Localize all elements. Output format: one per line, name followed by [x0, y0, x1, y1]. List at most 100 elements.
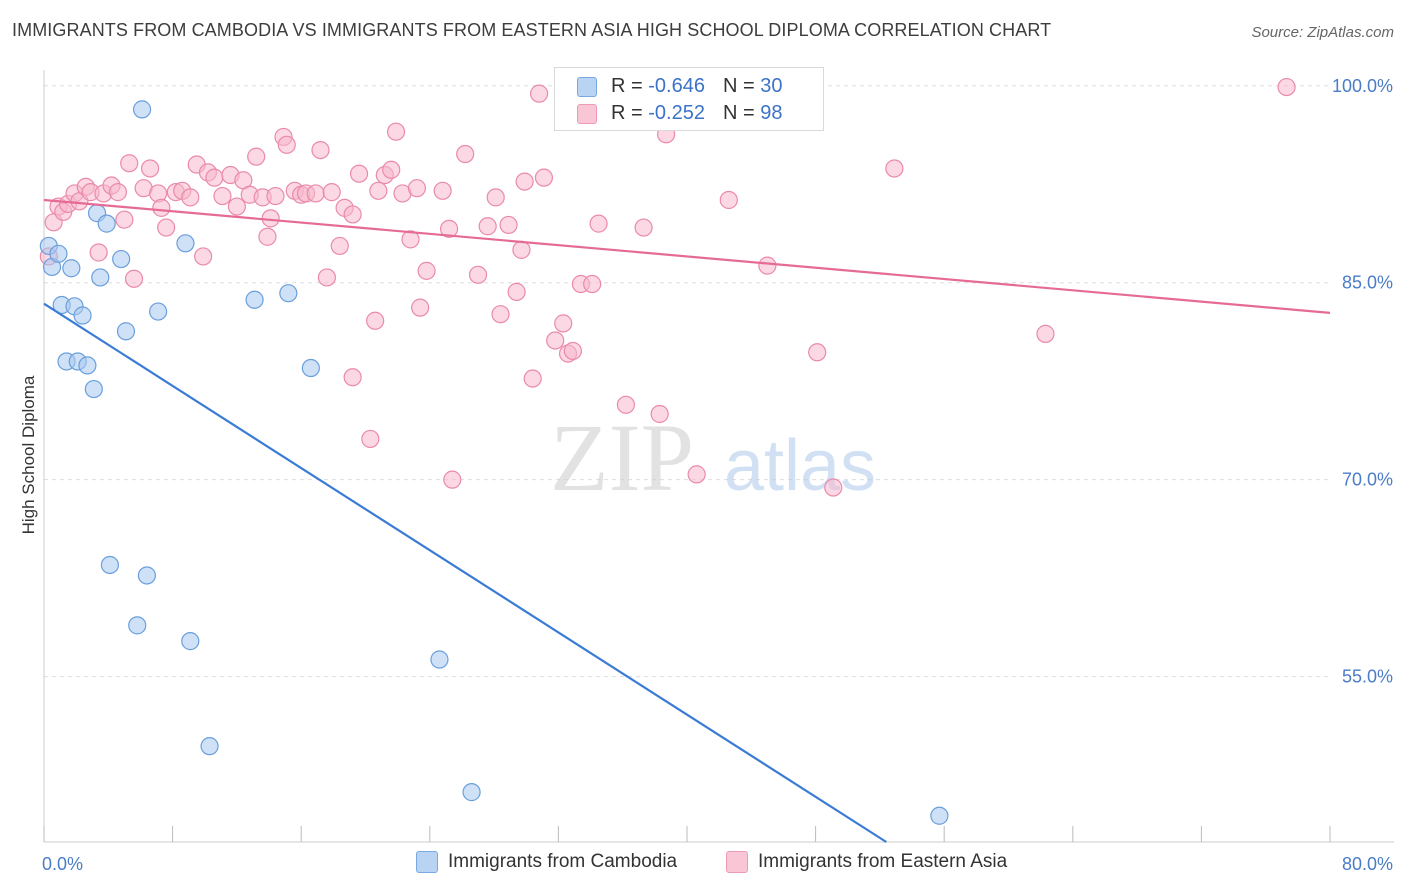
eastasia-point-35: [258, 227, 277, 246]
eastasia-point-65: [443, 470, 462, 489]
trendline-cambodia: [43, 302, 887, 843]
y-tick-label-1: 70.0%: [1342, 470, 1393, 490]
legend-r-label: R =: [611, 102, 643, 124]
eastasia-point-84: [589, 214, 608, 233]
eastasia-point-19: [152, 198, 171, 217]
legend-row-cambodia: R = -0.646 N = 30: [577, 75, 782, 99]
eastasia-point-69: [486, 188, 505, 207]
legend-r-value-eastasia: -0.252: [648, 102, 705, 124]
x-tick-label-1: 80.0%: [1342, 854, 1393, 874]
eastasia-point-70: [491, 305, 510, 324]
chart-title: IMMIGRANTS FROM CAMBODIA VS IMMIGRANTS F…: [12, 20, 1052, 40]
cambodia-point-19: [137, 566, 156, 585]
eastasia-point-66: [456, 144, 475, 164]
legend-r-value-cambodia: -0.646: [648, 75, 705, 97]
eastasia-point-74: [515, 172, 534, 191]
eastasia-point-93: [808, 343, 827, 362]
eastasia-point-85: [616, 395, 636, 414]
cambodia-point-21: [176, 234, 195, 253]
eastasia-point-97: [1277, 77, 1296, 97]
eastasia-point-15: [124, 269, 144, 288]
x-tick-labels: 0.0% 80.0%: [42, 854, 1393, 874]
legend-swatch-eastasia: [577, 103, 597, 124]
cambodia-point-26: [301, 358, 320, 378]
eastasia-point-46: [322, 183, 341, 202]
zipatlas-watermark: ZIP atlas: [550, 404, 876, 511]
cambodia-point-24: [245, 290, 264, 309]
eastasia-point-87: [650, 404, 669, 424]
eastasia-point-94: [824, 478, 843, 497]
cambodia-point-29: [930, 806, 949, 825]
eastasia-point-76: [530, 84, 549, 103]
cambodia-point-10: [84, 379, 103, 399]
legend-r-label: R =: [611, 75, 643, 97]
y-tick-label-0: 55.0%: [1342, 667, 1393, 687]
cambodia-point-18: [132, 100, 152, 119]
watermark-atlas: atlas: [724, 426, 876, 506]
legend-n-label: N =: [722, 75, 755, 97]
legend-item-eastasia: Immigrants from Eastern Asia: [726, 851, 1007, 873]
eastasia-point-79: [554, 314, 573, 333]
eastasia-point-9: [89, 243, 108, 262]
legend-item-cambodia: Immigrants from Cambodia: [416, 851, 677, 873]
eastasia-point-81: [563, 341, 582, 361]
legend-label-cambodia: Immigrants from Cambodia: [448, 851, 678, 873]
series-eastern-asia-points: [39, 77, 1296, 497]
eastasia-point-60: [407, 179, 427, 198]
eastasia-point-37: [266, 186, 285, 206]
eastasia-point-67: [468, 265, 488, 284]
eastasia-point-30: [227, 197, 246, 216]
legend-label-eastasia: Immigrants from Eastern Asia: [758, 851, 1008, 873]
y-tick-label-2: 85.0%: [1342, 273, 1393, 293]
eastasia-point-27: [205, 168, 224, 187]
cambodia-point-25: [279, 284, 298, 303]
cambodia-point-27: [430, 650, 449, 669]
eastasia-point-77: [534, 168, 554, 187]
legend-n-label: N =: [722, 102, 755, 124]
eastasia-point-68: [478, 217, 497, 236]
cambodia-point-17: [128, 616, 147, 635]
trendline-eastasia: [43, 198, 1331, 314]
eastasia-point-28: [213, 186, 232, 206]
cambodia-point-15: [112, 249, 131, 269]
y-tick-label-3: 100.0%: [1332, 76, 1393, 96]
legend-row-eastasia: R = -0.252 N = 98: [577, 102, 782, 126]
eastasia-point-75: [523, 369, 542, 388]
eastasia-point-72: [507, 282, 526, 301]
legend-n-value-cambodia: 30: [760, 75, 783, 97]
watermark-zip: ZIP: [550, 404, 694, 511]
eastasia-point-95: [885, 159, 904, 178]
legend-n-value-eastasia: 98: [760, 102, 783, 124]
eastasia-point-51: [343, 368, 362, 387]
legend-swatch-cambodia: [416, 851, 438, 873]
axes: [43, 70, 1394, 843]
eastasia-point-23: [181, 188, 200, 207]
eastasia-point-25: [194, 247, 213, 266]
eastasia-point-49: [343, 205, 362, 224]
eastasia-point-33: [247, 147, 266, 166]
eastasia-point-56: [382, 160, 401, 179]
eastasia-point-71: [499, 215, 518, 235]
eastasia-point-62: [417, 261, 436, 280]
eastasia-point-64: [439, 219, 459, 238]
eastasia-point-96: [1036, 324, 1055, 343]
eastasia-point-20: [157, 218, 176, 237]
eastasia-point-89: [687, 465, 706, 484]
eastasia-point-43: [306, 184, 325, 203]
legend-swatch-cambodia: [577, 76, 597, 97]
cambodia-point-20: [149, 302, 168, 321]
cambodia-point-14: [100, 555, 120, 575]
cambodia-point-23: [200, 737, 219, 756]
eastasia-point-50: [349, 164, 369, 183]
series-cambodia-points: [39, 100, 949, 825]
cambodia-point-16: [116, 322, 136, 341]
eastasia-point-52: [361, 429, 380, 449]
cambodia-point-9: [78, 356, 97, 375]
eastasia-point-90: [719, 190, 738, 210]
cambodia-point-5: [62, 259, 81, 278]
x-tick-label-0: 0.0%: [42, 854, 83, 874]
trendlines: [43, 198, 1331, 843]
cambodia-point-8: [73, 306, 92, 325]
y-axis-label: High School Diploma: [19, 375, 38, 534]
